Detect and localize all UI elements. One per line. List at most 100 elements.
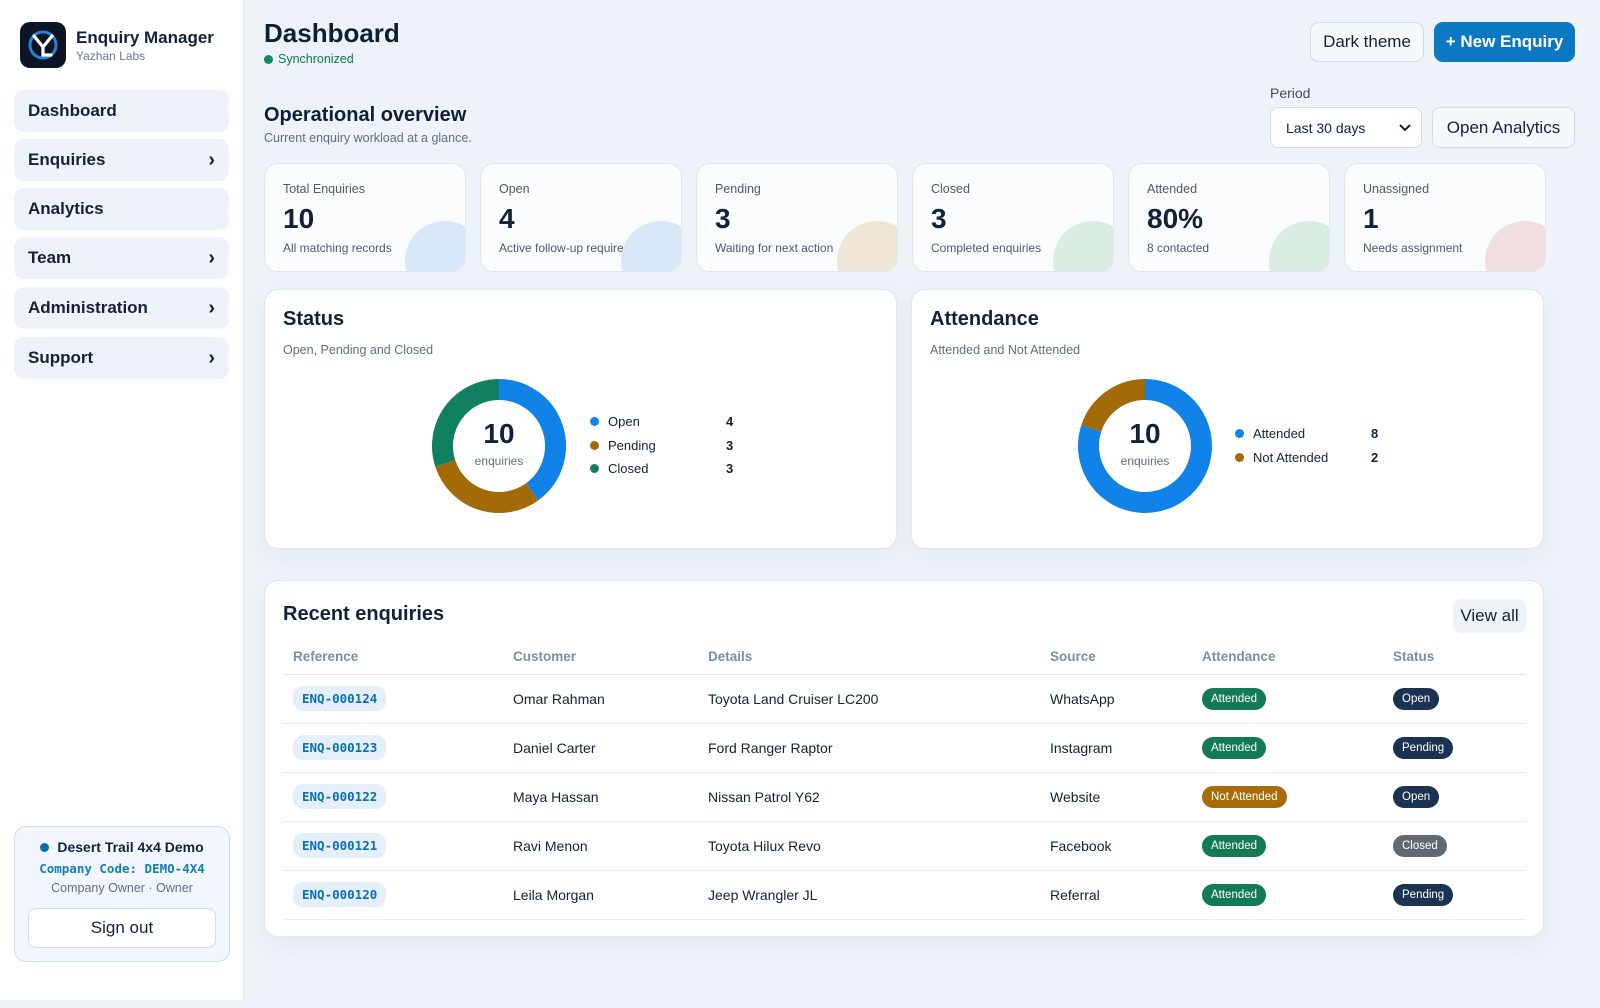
recent-enquiries-card: Recent enquiries View all Reference Cust… bbox=[264, 580, 1544, 937]
table-row[interactable]: ENQ-000124 Omar Rahman Toyota Land Cruis… bbox=[283, 674, 1526, 724]
legend-value: 8 bbox=[1371, 426, 1379, 442]
kpi-label: Pending bbox=[715, 182, 761, 196]
status-total-label: enquiries bbox=[474, 454, 524, 468]
kpi-value: 3 bbox=[715, 203, 731, 234]
column-header-reference[interactable]: Reference bbox=[283, 640, 503, 675]
view-all-button[interactable]: View all bbox=[1453, 599, 1526, 633]
customer-cell: Ravi Menon bbox=[503, 821, 698, 871]
period-label: Period bbox=[1270, 85, 1311, 101]
legend-item-attended: Attended 8 bbox=[1235, 422, 1378, 446]
source-cell: WhatsApp bbox=[1040, 674, 1192, 724]
sidebar-item-team[interactable]: Team › bbox=[14, 237, 229, 279]
status-chart-subtitle: Open, Pending and Closed bbox=[283, 343, 434, 357]
legend-item-not-attended: Not Attended 2 bbox=[1235, 446, 1378, 470]
kpi-value: 10 bbox=[283, 203, 315, 234]
donut-segment-not-attended bbox=[1081, 379, 1146, 433]
status-dot-icon bbox=[40, 842, 50, 852]
legend-dot-icon bbox=[590, 464, 599, 474]
customer-cell: Maya Hassan bbox=[503, 772, 698, 822]
column-header-status[interactable]: Status bbox=[1383, 640, 1526, 675]
column-header-customer[interactable]: Customer bbox=[503, 640, 698, 675]
table-row[interactable]: ENQ-000121 Ravi Menon Toyota Hilux Revo … bbox=[283, 821, 1526, 871]
details-cell: Nissan Patrol Y62 bbox=[698, 772, 1040, 822]
kpi-subtext: Needs assignment bbox=[1363, 241, 1463, 255]
kpi-card-total: Total Enquiries 10 All matching records bbox=[264, 163, 466, 272]
kpi-subtext: Active follow-up required bbox=[499, 241, 631, 255]
source-cell: Website bbox=[1040, 772, 1192, 822]
legend-value: 4 bbox=[726, 414, 734, 430]
column-header-attendance[interactable]: Attendance bbox=[1192, 640, 1383, 675]
sidebar-item-enquiries[interactable]: Enquiries › bbox=[14, 139, 229, 181]
kpi-value: 1 bbox=[1363, 203, 1379, 234]
table-row[interactable]: ENQ-000123 Daniel Carter Ford Ranger Rap… bbox=[283, 723, 1526, 773]
legend-dot-icon bbox=[1235, 429, 1244, 439]
sidebar-item-label: Administration bbox=[28, 298, 148, 317]
kpi-card-pending: Pending 3 Waiting for next action bbox=[696, 163, 898, 272]
status-badge: Closed bbox=[1393, 834, 1447, 857]
legend-dot-icon bbox=[590, 417, 599, 427]
period-select-value: Last 30 days bbox=[1286, 119, 1366, 136]
sidebar-item-administration[interactable]: Administration › bbox=[14, 287, 229, 329]
details-cell: Toyota Hilux Revo bbox=[698, 821, 1040, 871]
status-donut-chart bbox=[432, 379, 566, 513]
period-select[interactable]: Last 30 days bbox=[1270, 107, 1422, 148]
sidebar-item-support[interactable]: Support › bbox=[14, 337, 229, 379]
company-name-text: Desert Trail 4x4 Demo bbox=[57, 839, 204, 855]
attendance-chart-subtitle: Attended and Not Attended bbox=[930, 343, 1081, 357]
kpi-card-attended: Attended 80% 8 contacted bbox=[1128, 163, 1330, 272]
chevron-right-icon: › bbox=[208, 247, 215, 269]
kpi-subtext: All matching records bbox=[283, 241, 392, 255]
sidebar-item-analytics[interactable]: Analytics bbox=[14, 188, 229, 230]
sidebar: Enquiry Manager Yazhan Labs Dashboard En… bbox=[0, 0, 244, 1000]
sidebar-item-label: Enquiries bbox=[28, 150, 106, 169]
donut-segment-attended bbox=[1078, 379, 1212, 513]
attendance-badge: Not Attended bbox=[1202, 785, 1287, 808]
reference-chip[interactable]: ENQ-000120 bbox=[293, 882, 387, 907]
customer-cell: Leila Morgan bbox=[503, 870, 698, 920]
account-card: Desert Trail 4x4 Demo Company Code: DEMO… bbox=[14, 826, 230, 962]
sidebar-item-dashboard[interactable]: Dashboard bbox=[14, 90, 229, 132]
kpi-value: 4 bbox=[499, 203, 515, 234]
sidebar-item-label: Support bbox=[28, 348, 94, 367]
brand-subtitle: Yazhan Labs bbox=[76, 48, 146, 63]
overview-title: Operational overview bbox=[264, 104, 467, 126]
reference-chip[interactable]: ENQ-000123 bbox=[293, 735, 387, 760]
donut-segment-open bbox=[498, 379, 566, 501]
source-cell: Instagram bbox=[1040, 723, 1192, 773]
sidebar-item-label: Analytics bbox=[28, 199, 104, 218]
table-row[interactable]: ENQ-000120 Leila Morgan Jeep Wrangler JL… bbox=[283, 870, 1526, 920]
column-header-details[interactable]: Details bbox=[698, 640, 1040, 675]
legend-value: 3 bbox=[726, 461, 734, 477]
details-cell: Toyota Land Cruiser LC200 bbox=[698, 674, 1040, 724]
table-row[interactable]: ENQ-000122 Maya Hassan Nissan Patrol Y62… bbox=[283, 772, 1526, 822]
new-enquiry-button[interactable]: + New Enquiry bbox=[1434, 22, 1575, 62]
open-analytics-button[interactable]: Open Analytics bbox=[1432, 107, 1575, 148]
legend-label: Closed bbox=[608, 461, 649, 477]
sync-dot-icon bbox=[264, 54, 273, 64]
sign-out-button[interactable]: Sign out bbox=[28, 908, 216, 948]
kpi-label: Attended bbox=[1147, 182, 1198, 196]
chevron-right-icon: › bbox=[208, 347, 215, 369]
kpi-label: Closed bbox=[931, 182, 970, 196]
column-header-source[interactable]: Source bbox=[1040, 640, 1192, 675]
status-total: 10 bbox=[483, 418, 515, 449]
reference-chip[interactable]: ENQ-000124 bbox=[293, 686, 387, 711]
reference-chip[interactable]: ENQ-000122 bbox=[293, 784, 387, 809]
legend-value: 3 bbox=[726, 437, 734, 453]
chevron-right-icon: › bbox=[208, 297, 215, 319]
status-legend: Open 4 Pending 3 Closed 3 bbox=[590, 410, 733, 481]
kpi-subtext: Completed enquiries bbox=[931, 241, 1042, 255]
status-donut-center: 10 enquiries bbox=[454, 418, 544, 468]
reference-chip[interactable]: ENQ-000121 bbox=[293, 833, 387, 858]
legend-dot-icon bbox=[1235, 452, 1244, 462]
source-cell: Facebook bbox=[1040, 821, 1192, 871]
kpi-label: Unassigned bbox=[1363, 182, 1430, 196]
status-badge: Pending bbox=[1393, 736, 1454, 759]
attendance-chart-card: Attendance Attended and Not Attended 10 … bbox=[911, 289, 1544, 549]
legend-value: 2 bbox=[1371, 449, 1379, 465]
attendance-badge: Attended bbox=[1202, 883, 1267, 906]
kpi-card-closed: Closed 3 Completed enquiries bbox=[912, 163, 1114, 272]
attendance-chart-title: Attendance bbox=[930, 308, 1039, 330]
attendance-donut-chart bbox=[1078, 379, 1212, 513]
dark-theme-button[interactable]: Dark theme bbox=[1310, 22, 1424, 62]
